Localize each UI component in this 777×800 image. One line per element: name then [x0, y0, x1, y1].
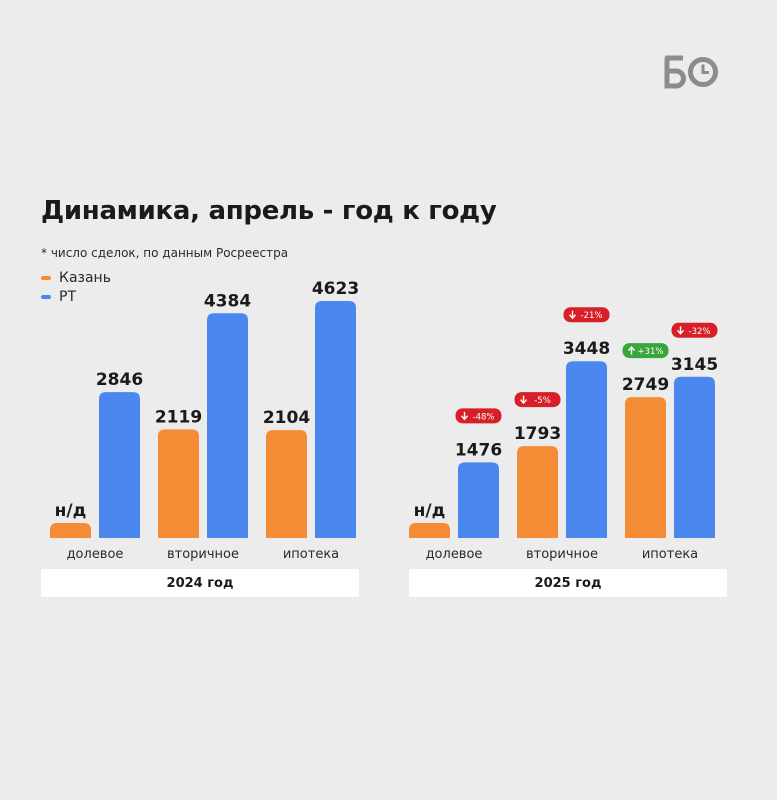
bar-0-2-1: [315, 301, 356, 538]
year-label-2025: 2025 год: [409, 569, 727, 597]
category-label-1-2: ипотека: [642, 547, 698, 562]
arrow-down-icon-1-4: [676, 326, 685, 335]
bar-1-1-1: [566, 361, 607, 538]
bar-0-1-0: [158, 429, 199, 538]
data-label-0-0-0: н/д: [55, 501, 87, 521]
legend-item-kazan: Казань: [41, 268, 111, 287]
category-label-1-1: вторичное: [526, 547, 598, 562]
bar-0-0-0: [50, 523, 91, 538]
change-badge-1-0: [455, 408, 502, 424]
bar-1-1-0: [517, 446, 558, 538]
change-badge-text-1-4: -32%: [689, 327, 711, 337]
change-badge-1-2: [563, 307, 610, 323]
chart-subtitle: * число сделок, по данным Росреестра: [41, 246, 289, 260]
arrow-down-icon-1-0: [460, 411, 469, 421]
arrow-down-icon-1-1: [519, 395, 528, 405]
legend-item-rt: РТ: [41, 287, 111, 306]
data-label-0-2-0: 2104: [263, 408, 310, 428]
category-label-0-2: ипотека: [283, 547, 339, 562]
legend-label-kazan: Казань: [59, 269, 111, 286]
data-label-1-0-0: н/д: [414, 501, 446, 521]
change-badge-text-1-1: -5%: [534, 396, 551, 406]
legend-swatch-kazan: [41, 275, 51, 280]
arrow-up-icon-1-3: [627, 345, 636, 355]
bar-1-0-1: [458, 462, 499, 538]
data-label-1-2-1: 3145: [671, 355, 718, 375]
category-label-0-1: вторичное: [167, 547, 239, 562]
category-label-0-0: долевое: [67, 547, 124, 562]
bar-0-0-1: [99, 392, 140, 538]
chart-title: Динамика, апрель - год к году: [41, 196, 497, 226]
category-label-1-0: долевое: [426, 547, 483, 562]
legend: Казань РТ: [41, 268, 111, 306]
year-label-2024: 2024 год: [41, 569, 359, 597]
change-badge-1-1: [514, 392, 561, 408]
data-label-1-2-0: 2749: [622, 375, 669, 395]
bar-1-0-0: [409, 523, 450, 538]
legend-swatch-rt: [41, 294, 51, 299]
clock-icon: [688, 57, 718, 87]
bo-logo: [664, 55, 718, 89]
bar-0-2-0: [266, 430, 307, 538]
change-badge-1-3: [622, 343, 669, 359]
bar-1-2-1: [674, 376, 715, 538]
data-label-0-2-1: 4623: [312, 279, 359, 299]
change-badge-1-4: [671, 322, 718, 338]
data-label-1-1-1: 3448: [563, 339, 610, 359]
arrow-down-icon-1-2: [568, 310, 577, 320]
bar-0-1-1: [207, 313, 248, 538]
change-badge-text-1-0: -48%: [473, 412, 495, 422]
change-badge-text-1-3: +31%: [637, 347, 663, 357]
data-label-0-0-1: 2846: [96, 370, 143, 390]
data-label-0-1-1: 4384: [204, 291, 251, 311]
data-label-1-0-1: 1476: [455, 440, 502, 460]
legend-label-rt: РТ: [59, 288, 76, 305]
change-badge-text-1-2: -21%: [581, 311, 603, 321]
data-label-0-1-0: 2119: [155, 407, 202, 427]
data-label-1-1-0: 1793: [514, 424, 561, 444]
bar-1-2-0: [625, 397, 666, 538]
